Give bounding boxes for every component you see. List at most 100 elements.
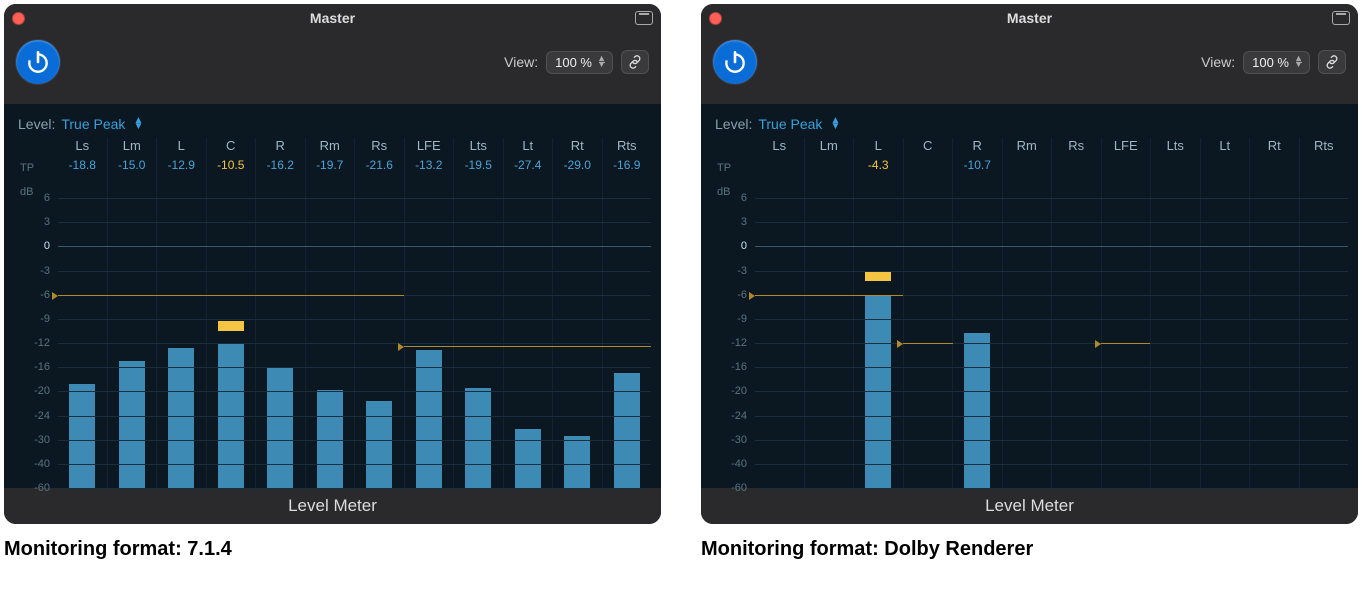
tp-value <box>755 158 804 176</box>
tp-value <box>1250 158 1299 176</box>
toolbar: View: 100 % <box>701 32 1358 104</box>
gridline <box>755 198 1348 199</box>
panel-0: Master View: 100 % <box>4 4 661 561</box>
gridline <box>58 319 651 320</box>
tp-value: -29.0 <box>553 158 602 176</box>
gridline <box>58 488 651 489</box>
link-button[interactable] <box>1318 50 1346 74</box>
tp-value: -18.8 <box>58 158 107 176</box>
titlebar: Master <box>4 4 661 32</box>
meter-grid: TP dB 630-3-6-9-12-16-20-24-30-40-60 Ls … <box>58 138 651 488</box>
gridline <box>58 246 651 247</box>
channel-name: Rts <box>603 138 652 158</box>
peak-marker <box>404 346 651 347</box>
channel-column: LFE -13.2 <box>404 138 454 488</box>
channel-column: Rts -16.9 <box>602 138 652 488</box>
channel-name: Rt <box>1250 138 1299 158</box>
chevron-updown-icon <box>597 55 606 67</box>
zoom-select[interactable]: 100 % <box>1243 51 1310 74</box>
y-tick-label: -40 <box>731 458 747 470</box>
channel-name: Ls <box>755 138 804 158</box>
gridline <box>58 271 651 272</box>
y-tick-label: -6 <box>40 289 50 301</box>
channel-column: C <box>903 138 953 488</box>
power-button[interactable] <box>713 40 757 84</box>
tp-value: -4.3 <box>854 158 903 176</box>
level-bar <box>119 361 145 488</box>
y-tick-label: 6 <box>741 192 747 204</box>
channel-column: L -12.9 <box>156 138 206 488</box>
channel-name: Rm <box>306 138 355 158</box>
tp-value: -13.2 <box>405 158 454 176</box>
tp-value <box>1052 158 1101 176</box>
gridline <box>755 319 1348 320</box>
channel-column: Rs -21.6 <box>354 138 404 488</box>
channel-column: Rm -19.7 <box>305 138 355 488</box>
channel-column: Lts <box>1150 138 1200 488</box>
meter-grid: TP dB 630-3-6-9-12-16-20-24-30-40-60 Ls … <box>755 138 1348 488</box>
y-tick-label: 3 <box>44 216 50 228</box>
y-tick-label: -60 <box>731 482 747 494</box>
caption: Monitoring format: Dolby Renderer <box>701 538 1358 561</box>
tp-value: -16.9 <box>603 158 652 176</box>
gridline <box>755 271 1348 272</box>
channel-name: Lt <box>1201 138 1250 158</box>
level-bar <box>267 368 293 488</box>
gridline <box>755 391 1348 392</box>
channel-name: Rs <box>1052 138 1101 158</box>
peak-marker <box>903 343 952 344</box>
y-tick-label: -24 <box>731 410 747 422</box>
tp-value <box>1201 158 1250 176</box>
channel-name: Rts <box>1300 138 1349 158</box>
y-tick-label: -20 <box>34 385 50 397</box>
columns: Ls -18.8 Lm -15.0 L -12.9 C -10.5 R -16.… <box>58 138 651 488</box>
channel-column: LFE <box>1101 138 1151 488</box>
chevron-updown-icon <box>133 118 143 130</box>
level-value[interactable]: True Peak <box>758 116 822 132</box>
chevron-updown-icon <box>830 118 840 130</box>
y-tick-label: 0 <box>741 240 747 252</box>
y-tick-label: -9 <box>40 313 50 325</box>
level-bar <box>564 436 590 488</box>
tp-value: -21.6 <box>355 158 404 176</box>
channel-column: Rts <box>1299 138 1349 488</box>
y-tick-label: -40 <box>34 458 50 470</box>
tp-value: -19.5 <box>454 158 503 176</box>
meter-area: Level: True Peak TP dB 630-3-6-9-12-16-2… <box>701 104 1358 488</box>
gridline <box>58 391 651 392</box>
tp-value <box>805 158 854 176</box>
window-popout-icon[interactable] <box>1332 11 1350 25</box>
gridline <box>755 440 1348 441</box>
channel-column: R -16.2 <box>255 138 305 488</box>
level-select-row: Level: True Peak <box>715 116 1348 132</box>
tp-value <box>904 158 953 176</box>
level-value[interactable]: True Peak <box>61 116 125 132</box>
channel-name: C <box>904 138 953 158</box>
zoom-value: 100 % <box>555 55 592 70</box>
channel-column: R -10.7 <box>952 138 1002 488</box>
window-popout-icon[interactable] <box>635 11 653 25</box>
power-button[interactable] <box>16 40 60 84</box>
gridline <box>58 367 651 368</box>
columns: Ls Lm L -4.3 C R -10.7 Rm Rs LFE Lts <box>755 138 1348 488</box>
channel-name: C <box>207 138 256 158</box>
tp-value <box>1300 158 1349 176</box>
level-label: Level: <box>715 116 752 132</box>
footer-title: Level Meter <box>701 488 1358 524</box>
channel-name: LFE <box>405 138 454 158</box>
link-button[interactable] <box>621 50 649 74</box>
level-bar <box>614 373 640 488</box>
channel-column: Lts -19.5 <box>453 138 503 488</box>
channel-column: Lt -27.4 <box>503 138 553 488</box>
level-label: Level: <box>18 116 55 132</box>
y-tick-label: -6 <box>737 289 747 301</box>
level-bar <box>366 401 392 488</box>
y-tick-label: -24 <box>34 410 50 422</box>
view-label: View: <box>504 54 538 70</box>
channel-name: R <box>953 138 1002 158</box>
peak-marker <box>58 295 404 296</box>
channel-column: Rs <box>1051 138 1101 488</box>
zoom-select[interactable]: 100 % <box>546 51 613 74</box>
y-tick-label: -30 <box>34 434 50 446</box>
peak-cap <box>218 321 244 331</box>
